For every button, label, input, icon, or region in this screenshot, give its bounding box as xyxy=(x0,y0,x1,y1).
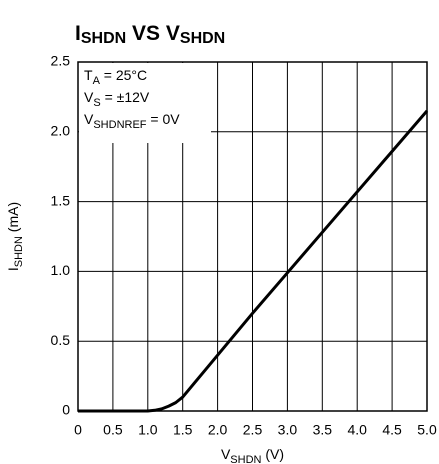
plot-border xyxy=(77,61,428,412)
x-tick-label: 3.0 xyxy=(278,422,298,438)
y-tick-label: 0.5 xyxy=(51,332,71,348)
y-tick-label: 2.0 xyxy=(51,123,71,139)
text-part: I xyxy=(75,22,81,45)
text-part: T xyxy=(84,67,93,83)
x-tick-label: 1.5 xyxy=(173,422,193,438)
y-tick-label: 2.5 xyxy=(51,53,71,69)
text-part: I xyxy=(5,267,21,271)
text-part: = 25°C xyxy=(100,67,147,83)
x-tick-label: 2.0 xyxy=(208,422,228,438)
text-part: V xyxy=(84,89,94,105)
subscript: SHDN xyxy=(230,454,261,464)
x-tick-label: 2.5 xyxy=(243,422,263,438)
x-tick-label: 4.0 xyxy=(347,422,367,438)
subscript: S xyxy=(93,97,100,109)
text-part: V xyxy=(221,446,231,462)
x-tick-label: 5.0 xyxy=(417,422,437,438)
y-axis-label: ISHDN (mA) xyxy=(5,202,25,271)
text-part: VS xyxy=(126,22,166,45)
text-part: V xyxy=(166,22,180,45)
subscript: SHDN xyxy=(81,30,126,47)
y-tick-label: 1.5 xyxy=(51,192,71,208)
y-tick-label: 1.0 xyxy=(51,262,71,278)
subscript: SHDN xyxy=(180,30,225,47)
subscript: SHDNREF xyxy=(93,119,146,131)
subscript: A xyxy=(93,75,101,87)
x-axis-label: VSHDN (V) xyxy=(221,446,284,464)
subscript: SHDN xyxy=(13,236,25,267)
text-part: (V) xyxy=(261,446,284,462)
annotation: VS = ±12V xyxy=(84,89,150,109)
text-part: = 0V xyxy=(147,111,181,127)
annotation: VSHDNREF = 0V xyxy=(84,111,180,131)
data-line xyxy=(78,109,429,413)
x-tick-label: 3.5 xyxy=(313,422,333,438)
annotation-background xyxy=(79,63,211,143)
annotation: TA = 25°C xyxy=(84,67,147,87)
text-part: = ±12V xyxy=(101,89,150,105)
x-tick-label: 1.0 xyxy=(138,422,158,438)
x-tick-label: 4.5 xyxy=(382,422,402,438)
text-part: V xyxy=(84,111,94,127)
y-tick-label: 0 xyxy=(62,402,70,418)
x-tick-label: 0.5 xyxy=(103,422,123,438)
text-part: (mA) xyxy=(5,202,21,236)
chart-title: ISHDN VS VSHDN xyxy=(75,22,225,48)
x-tick-label: 0 xyxy=(74,422,82,438)
